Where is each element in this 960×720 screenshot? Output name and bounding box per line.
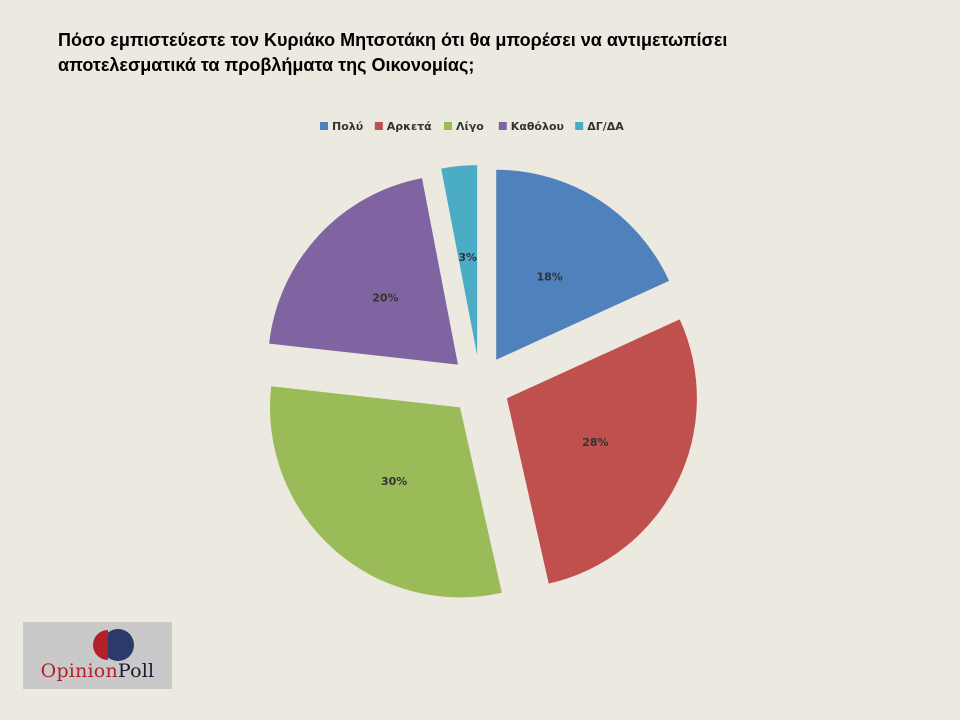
logo-emblem-icon	[93, 629, 134, 661]
legend-label-4: Καθόλου	[511, 120, 564, 133]
legend-swatch-2	[374, 122, 383, 130]
chart-legend: Πολύ Αρκετά Λίγο Καθόλου ΔΓ/ΔΑ	[320, 120, 624, 133]
legend-label-3: Λίγο	[456, 120, 484, 133]
legend-label-2: Αρκετά	[387, 120, 432, 133]
pie-slice-1	[496, 169, 670, 360]
data-label-3: 30%	[381, 475, 407, 488]
logo-dark-circle	[102, 629, 134, 661]
pie-chart: Πολύ Αρκετά Λίγο Καθόλου ΔΓ/ΔΑ 18% 28% 30% 20% 3…	[269, 120, 697, 598]
legend-swatch-3	[444, 122, 452, 130]
logo-wordmark-poll: Poll	[117, 660, 155, 682]
data-label-2: 28%	[582, 436, 608, 449]
legend-label-5: ΔΓ/ΔΑ	[587, 120, 624, 133]
pie-slices	[269, 165, 697, 598]
pie-slice-3	[269, 386, 502, 598]
pie-slice-4	[269, 178, 458, 365]
data-label-1: 18%	[536, 271, 562, 284]
opinionpoll-logo: OpinionPoll	[23, 622, 172, 689]
pie-slice-2	[506, 319, 697, 584]
title-line-2: αποτελεσματικά τα προβλήματα της Οικονομ…	[58, 55, 475, 75]
legend-swatch-4	[498, 122, 507, 130]
data-label-4: 20%	[372, 292, 398, 305]
legend-swatch-5	[575, 122, 584, 130]
pie-slice-5	[441, 165, 478, 356]
title-line-1: Πόσο εμπιστεύεστε τον Κυριάκο Μητσοτάκη …	[58, 30, 728, 50]
legend-swatch-1	[320, 122, 328, 130]
logo-wordmark: OpinionPoll	[23, 660, 172, 682]
legend-label-1: Πολύ	[332, 120, 363, 133]
logo-wordmark-opinion: Opinion	[40, 660, 118, 682]
data-label-5: 3%	[458, 251, 477, 264]
data-labels: 18% 28% 30% 20% 3%	[372, 251, 608, 488]
logo-red-segment	[93, 630, 108, 660]
chart-title: Πόσο εμπιστεύεστε τον Κυριάκο Μητσοτάκη …	[58, 28, 918, 78]
